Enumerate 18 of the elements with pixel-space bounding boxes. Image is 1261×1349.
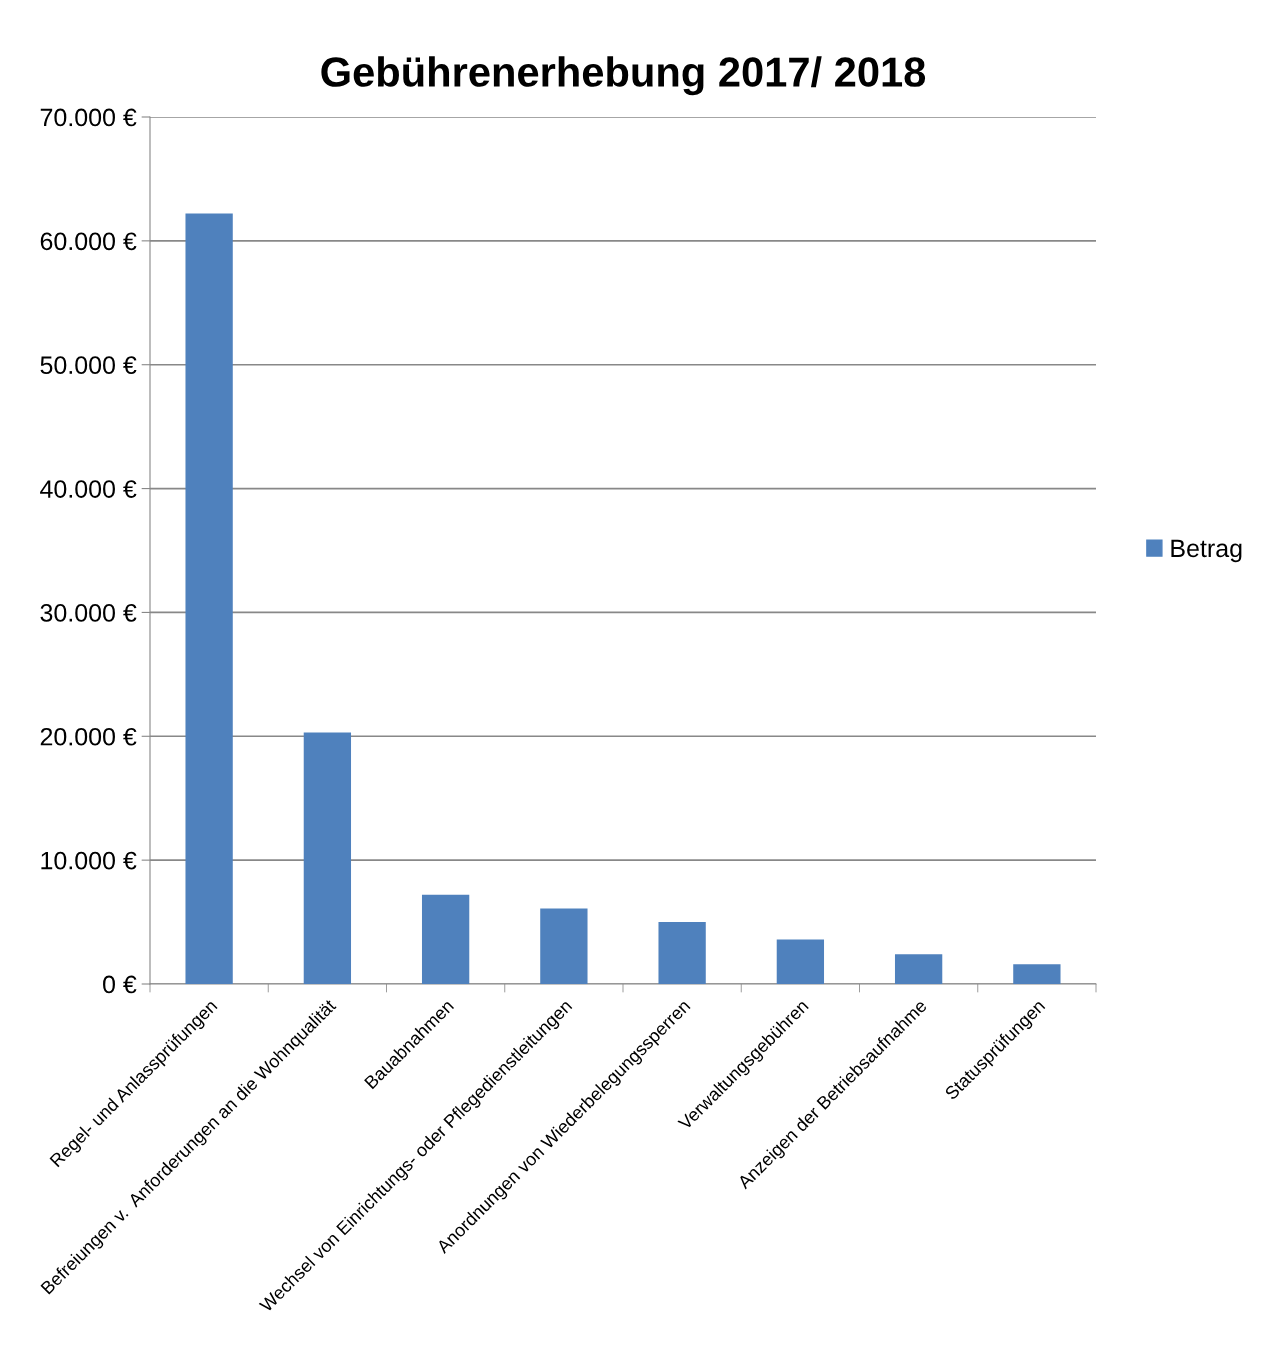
bar	[776, 939, 825, 984]
bar	[894, 954, 943, 984]
y-tick-label: 30.000 €	[40, 604, 137, 622]
y-tick-label: 70.000 €	[40, 108, 137, 127]
y-tick-label: 20.000 €	[40, 727, 137, 746]
legend-label: Betrag	[1171, 539, 1242, 563]
y-tick-label: 0 €	[103, 975, 137, 994]
bar	[1013, 964, 1061, 984]
bar	[658, 922, 706, 984]
y-tick-label: 40.000 €	[40, 480, 137, 498]
bar	[303, 732, 352, 984]
y-tick-label: 50.000 €	[40, 356, 137, 375]
bar	[185, 213, 233, 984]
y-tick-label: 10.000 €	[41, 851, 137, 870]
chart-title: Gebührenerhebung 2017/ 2018	[321, 56, 926, 96]
bar	[540, 908, 588, 984]
bar	[421, 894, 470, 984]
y-tick-label: 60.000 €	[40, 232, 137, 251]
